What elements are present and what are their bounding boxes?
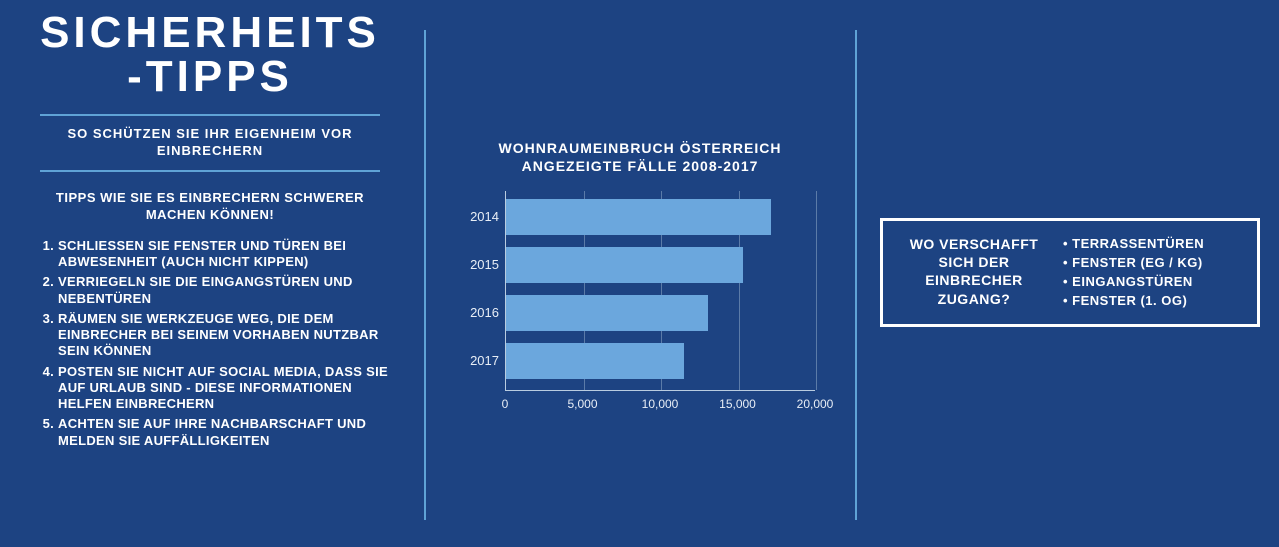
main-title-line2: -TIPPS bbox=[20, 52, 400, 102]
chart-x-tick-label: 15,000 bbox=[719, 397, 756, 411]
chart-x-tick-label: 20,000 bbox=[797, 397, 834, 411]
chart-y-tick-label: 2017 bbox=[455, 353, 499, 368]
info-item: TERRASSENTÜREN bbox=[1063, 235, 1241, 254]
chart-x-tick-label: 5,000 bbox=[567, 397, 597, 411]
chart-y-tick-label: 2016 bbox=[455, 305, 499, 320]
tip-item: SCHLIESSEN SIE FENSTER UND TÜREN BEI ABW… bbox=[58, 238, 390, 271]
vertical-divider bbox=[424, 30, 426, 520]
chart-bar bbox=[506, 247, 743, 283]
chart-gridline bbox=[816, 191, 817, 390]
tips-heading: TIPPS WIE SIE ES EINBRECHERN SCHWERER MA… bbox=[20, 190, 400, 224]
chart-y-tick-label: 2015 bbox=[455, 257, 499, 272]
info-box: WO VERSCHAFFT SICH DER EINBRECHER ZUGANG… bbox=[880, 218, 1260, 327]
chart-bar bbox=[506, 199, 771, 235]
info-question: WO VERSCHAFFT SICH DER EINBRECHER ZUGANG… bbox=[899, 235, 1049, 310]
subtitle: SO SCHÜTZEN SIE IHR EIGENHEIM VOR EINBRE… bbox=[20, 126, 400, 160]
info-list: TERRASSENTÜREN FENSTER (EG / KG) EINGANG… bbox=[1063, 235, 1241, 310]
chart-bar bbox=[506, 343, 684, 379]
tip-item: RÄUMEN SIE WERKZEUGE WEG, DIE DEM EINBRE… bbox=[58, 311, 390, 360]
left-column: SICHERHEITS -TIPPS SO SCHÜTZEN SIE IHR E… bbox=[20, 10, 400, 453]
tip-item: ACHTEN SIE AUF IHRE NACHBARSCHAFT UND ME… bbox=[58, 416, 390, 449]
divider-line bbox=[40, 170, 380, 172]
divider-line bbox=[40, 114, 380, 116]
right-column: WO VERSCHAFFT SICH DER EINBRECHER ZUGANG… bbox=[880, 218, 1260, 327]
info-item: EINGANGSTÜREN bbox=[1063, 273, 1241, 292]
middle-column: WOHNRAUMEINBRUCH ÖSTERREICH ANGEZEIGTE F… bbox=[445, 140, 835, 431]
chart-plot-area bbox=[505, 191, 815, 391]
chart-title: WOHNRAUMEINBRUCH ÖSTERREICH ANGEZEIGTE F… bbox=[445, 140, 835, 175]
tip-item: POSTEN SIE NICHT AUF SOCIAL MEDIA, DASS … bbox=[58, 364, 390, 413]
chart-x-tick-label: 10,000 bbox=[642, 397, 679, 411]
info-item: FENSTER (EG / KG) bbox=[1063, 254, 1241, 273]
chart-x-tick-label: 0 bbox=[502, 397, 509, 411]
vertical-divider bbox=[855, 30, 857, 520]
tip-item: VERRIEGELN SIE DIE EINGANGSTÜREN UND NEB… bbox=[58, 274, 390, 307]
tips-list: SCHLIESSEN SIE FENSTER UND TÜREN BEI ABW… bbox=[20, 238, 400, 449]
chart-bar bbox=[506, 295, 708, 331]
info-item: FENSTER (1. OG) bbox=[1063, 292, 1241, 311]
bar-chart: 05,00010,00015,00020,0002014201520162017 bbox=[455, 191, 825, 431]
chart-y-tick-label: 2014 bbox=[455, 209, 499, 224]
main-title-line1: SICHERHEITS bbox=[20, 10, 400, 56]
